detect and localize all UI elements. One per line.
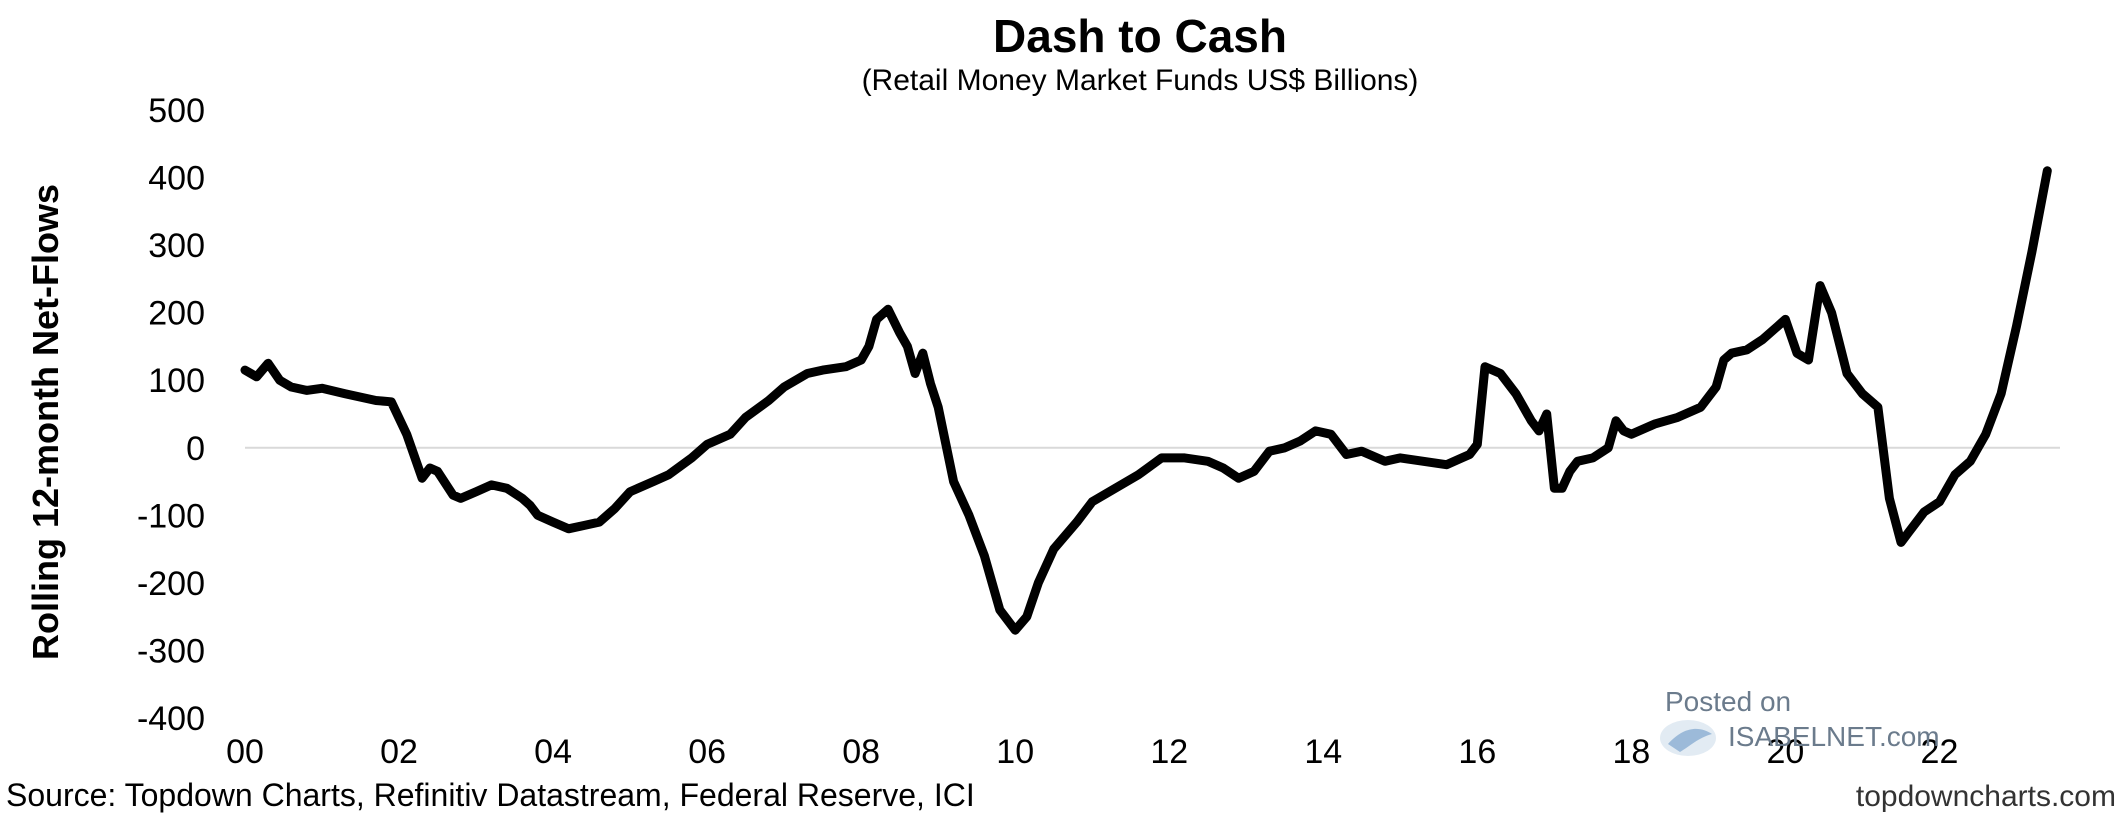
x-tick-label: 22 xyxy=(1921,733,1959,771)
y-axis-label: Rolling 12-month Net-Flows xyxy=(25,184,66,660)
x-tick-label: 04 xyxy=(534,733,572,771)
y-tick-label: 300 xyxy=(148,227,205,265)
x-tick-label: 16 xyxy=(1458,733,1496,771)
x-tick-label: 10 xyxy=(996,733,1034,771)
y-tick-label: 500 xyxy=(148,92,205,130)
x-tick-labels: 00 02 04 06 08 10 12 14 16 18 20 22 xyxy=(226,733,1958,771)
x-tick-label: 18 xyxy=(1612,733,1650,771)
chart-subtitle: (Retail Money Market Funds US$ Billions) xyxy=(862,64,1419,97)
series-line xyxy=(240,166,2052,635)
y-tick-label: 400 xyxy=(148,160,205,198)
chart-title: Dash to Cash xyxy=(993,10,1287,62)
y-tick-label: -100 xyxy=(137,497,205,535)
y-tick-label: 100 xyxy=(148,362,205,400)
watermark: Posted on ISABELNET.com xyxy=(1660,686,1940,756)
x-tick-label: 00 xyxy=(226,733,264,771)
watermark-logo-icon xyxy=(1660,720,1716,756)
y-tick-label: -300 xyxy=(137,632,205,670)
watermark-posted-on: Posted on xyxy=(1665,686,1791,717)
source-note: Source: Topdown Charts, Refinitiv Datast… xyxy=(6,777,975,813)
y-tick-label: 200 xyxy=(148,295,205,333)
y-tick-label: -400 xyxy=(137,700,205,738)
y-tick-label: 0 xyxy=(186,430,205,468)
site-credit: topdowncharts.com xyxy=(1856,780,2116,813)
x-tick-label: 14 xyxy=(1304,733,1342,771)
x-tick-label: 06 xyxy=(688,733,726,771)
x-tick-label: 12 xyxy=(1150,733,1188,771)
y-tick-labels: 500 400 300 200 100 0 -100 -200 -300 -400 xyxy=(137,92,205,738)
y-tick-label: -200 xyxy=(137,565,205,603)
x-tick-label: 08 xyxy=(842,733,880,771)
watermark-brand: ISABELNET.com xyxy=(1728,721,1940,752)
x-tick-label: 20 xyxy=(1767,733,1805,771)
x-tick-label: 02 xyxy=(380,733,418,771)
